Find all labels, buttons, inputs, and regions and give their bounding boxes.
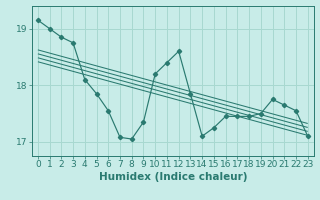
X-axis label: Humidex (Indice chaleur): Humidex (Indice chaleur) — [99, 172, 247, 182]
